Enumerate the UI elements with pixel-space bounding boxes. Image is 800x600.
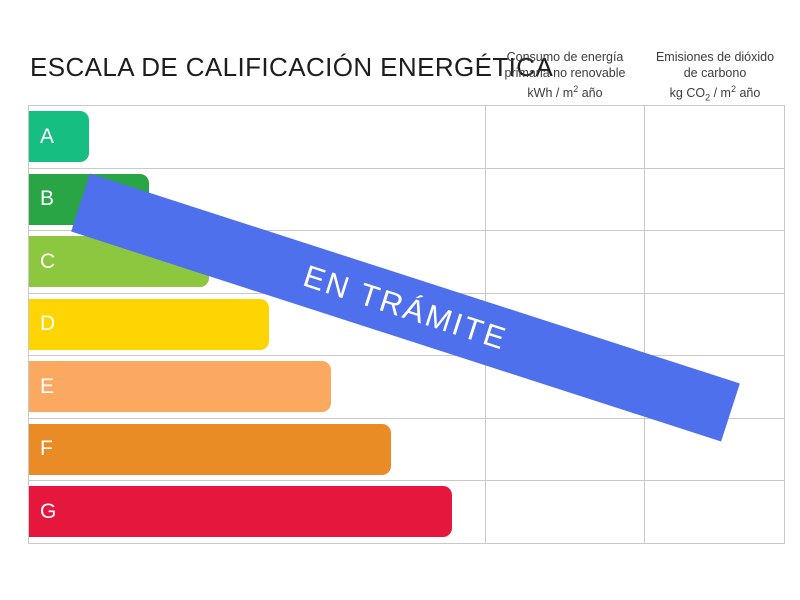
rating-letter: D — [40, 312, 56, 336]
rating-letter: G — [40, 499, 57, 523]
emissions-unit-superscript: 2 — [730, 84, 736, 94]
consumption-cell-a — [484, 106, 644, 168]
rating-letter: E — [40, 374, 55, 398]
consumption-header-line2: primaria no renovable — [504, 66, 626, 80]
table-row-f: F — [29, 418, 785, 482]
table-row-e: E — [29, 356, 784, 419]
rating-bar-cell: A — [29, 106, 485, 168]
emissions-header-unit: kg CO2 / m2 año — [644, 81, 786, 106]
emissions-unit-year: año — [735, 86, 761, 101]
table-row-a: A — [29, 106, 784, 169]
consumption-cell-b — [484, 168, 644, 231]
rating-bar-d: D — [29, 298, 269, 350]
rating-bar-cell: E — [29, 356, 485, 418]
emissions-header-line2: de carbono — [683, 66, 747, 80]
consumption-header-line1: Consumo de energía — [506, 50, 624, 64]
consumption-cell-c — [484, 231, 644, 293]
consumption-header-unit: kWh / m2 año — [485, 81, 645, 101]
rating-letter: A — [40, 124, 55, 148]
page-title: ESCALA DE CALIFICACIÓN ENERGÉTICA — [30, 52, 554, 82]
table-row-g: G — [29, 481, 785, 544]
emissions-cell-b — [643, 168, 785, 231]
emissions-cell-c — [643, 231, 785, 293]
emissions-column-header: Emisiones de dióxido de carbono kg CO2 /… — [644, 49, 786, 106]
consumption-unit-superscript: 2 — [573, 84, 579, 94]
emissions-cell-a — [643, 106, 785, 168]
rating-bar-cell: G — [29, 481, 485, 543]
consumption-column-header: Consumo de energía primaria no renovable… — [485, 49, 645, 101]
rating-letter: C — [40, 249, 56, 273]
rating-bar-cell: F — [29, 419, 485, 481]
consumption-unit-year: año — [578, 86, 603, 101]
rating-bar-a: A — [29, 111, 89, 162]
rating-bar-f: F — [29, 423, 391, 475]
consumption-cell-f — [484, 418, 644, 481]
rating-bar-g: G — [29, 486, 452, 538]
consumption-cell-e — [484, 356, 644, 418]
rating-letter: F — [40, 437, 53, 461]
emissions-cell-f — [643, 418, 785, 481]
emissions-unit-kgco: kg CO — [669, 86, 706, 101]
consumption-cell-g — [484, 481, 644, 544]
emissions-cell-g — [643, 481, 785, 544]
consumption-unit-text: kWh / m — [527, 86, 574, 101]
emissions-unit-per-m: / m — [710, 86, 731, 101]
rating-bar-cell: D — [29, 294, 485, 356]
emissions-cell-d — [643, 293, 785, 356]
rating-bar-e: E — [29, 361, 331, 413]
emissions-header-line1: Emisiones de dióxido — [655, 50, 775, 64]
rating-letter: B — [40, 187, 55, 211]
emissions-unit-subscript: 2 — [705, 92, 711, 103]
